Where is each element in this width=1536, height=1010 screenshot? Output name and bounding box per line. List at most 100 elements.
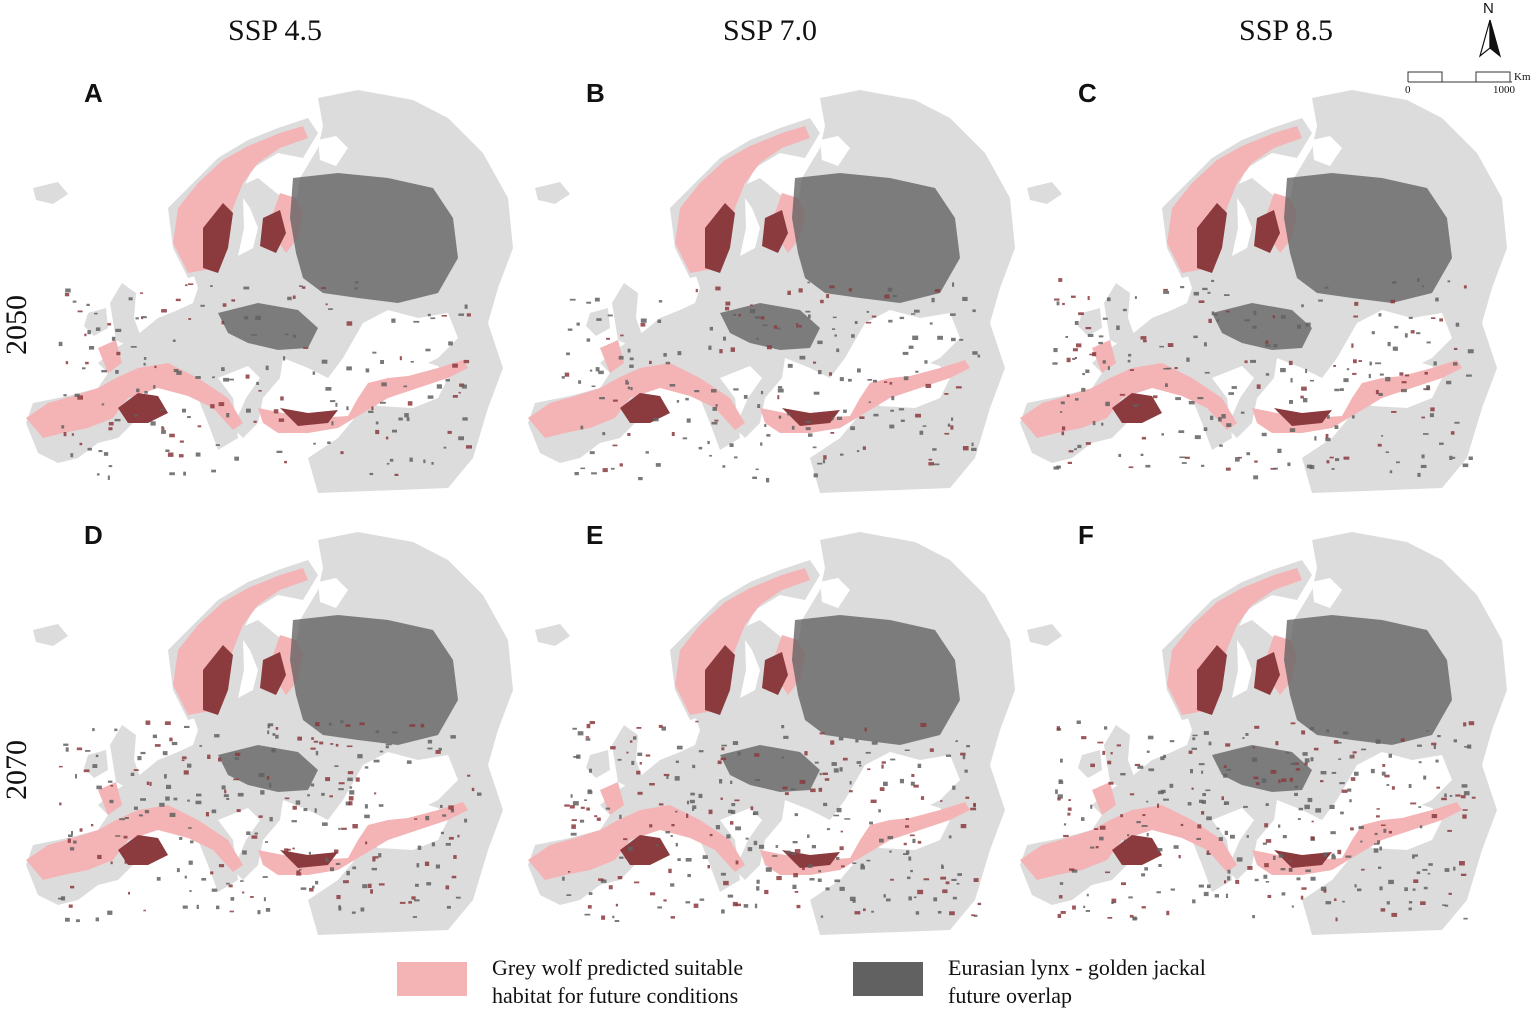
overlap-speckle: [972, 351, 978, 355]
overlap-speckle: [919, 430, 924, 435]
wolf-habitat-region: [760, 360, 970, 433]
wolf-habitat-region: [1020, 805, 1237, 880]
overlap-speckle: [964, 769, 968, 773]
overlap-speckle: [228, 884, 233, 888]
overlap-speckle: [1309, 727, 1315, 731]
overlap-speckle: [753, 811, 759, 816]
overlap-speckle: [273, 409, 279, 414]
overlap-speckle: [1253, 776, 1259, 780]
overlap-speckle: [1139, 858, 1143, 863]
overlap-speckle: [1102, 750, 1106, 755]
overlap-speckle: [255, 315, 261, 320]
overlap-speckle: [952, 282, 955, 287]
overlap-speckle: [236, 809, 241, 813]
overlap-speckle: [1435, 759, 1439, 763]
overlap-speckle: [1204, 342, 1207, 347]
overlap-speckle: [58, 765, 63, 768]
overlap-speckle: [143, 357, 147, 360]
overlap-speckle: [1267, 894, 1272, 898]
overlap-speckle: [394, 473, 399, 476]
overlap-speckle: [663, 899, 667, 902]
overlap-speckle: [1388, 753, 1392, 758]
overlap-speckle: [452, 395, 458, 398]
overlap-speckle: [971, 447, 977, 451]
land-region: [1104, 725, 1136, 788]
overlap-speckle: [670, 916, 675, 919]
overlap-speckle: [103, 452, 109, 456]
overlap-speckle: [1261, 778, 1267, 783]
overlap-speckle: [1288, 868, 1293, 872]
overlap-speckle: [618, 355, 624, 360]
overlap-speckle: [169, 433, 175, 438]
overlap-speckle: [860, 863, 864, 867]
overlap-speckle: [675, 842, 678, 847]
overlap-speckle: [143, 362, 146, 366]
overlap-speckle: [1225, 310, 1230, 313]
overlap-speckle: [451, 875, 457, 879]
overlap-speckle: [375, 429, 380, 435]
overlap-speckle: [1122, 308, 1127, 312]
overlap-speckle: [1264, 863, 1269, 868]
overlap-speckle: [325, 387, 332, 391]
overlap-speckle: [1159, 345, 1164, 348]
overlap-speckle: [1290, 722, 1296, 725]
overlap-speckle: [1354, 884, 1357, 888]
overlap-speckle: [1108, 781, 1114, 785]
overlap-speckle: [787, 290, 791, 295]
overlap-speckle: [823, 455, 827, 460]
overlap-speckle: [1128, 353, 1132, 357]
north-arrow-icon: [1478, 19, 1502, 58]
overlap-speckle: [371, 867, 377, 871]
overlap-speckle: [972, 309, 976, 313]
overlap-speckle: [1056, 301, 1060, 306]
overlap-speckle: [276, 450, 283, 453]
overlap-speckle: [1333, 365, 1336, 367]
overlap-speckle: [445, 379, 450, 382]
overlap-speckle: [414, 818, 418, 820]
overlap-speckle: [221, 785, 226, 790]
overlap-speckle: [1053, 466, 1060, 470]
overlap-speckle: [574, 472, 579, 476]
overlap-speckle: [1192, 899, 1196, 904]
overlap-speckle: [735, 860, 739, 865]
overlap-speckle: [699, 898, 705, 901]
overlap-speckle: [725, 306, 730, 311]
overlap-speckle: [1098, 341, 1103, 345]
overlap-speckle: [851, 334, 855, 338]
overlap-speckle: [75, 774, 77, 779]
lynx-jackal-overlap-region: [720, 745, 820, 792]
overlap-speckle: [1392, 346, 1398, 351]
overlap-speckle: [77, 395, 83, 400]
overlap-speckle: [721, 909, 725, 914]
overlap-speckle: [1119, 393, 1126, 396]
overlap-speckle: [1165, 383, 1168, 387]
overlap-speckle: [708, 345, 712, 350]
overlap-speckle: [798, 325, 802, 328]
wolf-overlap-region: [1197, 203, 1227, 273]
overlap-speckle: [702, 855, 708, 859]
overlap-speckle: [665, 361, 671, 365]
overlap-speckle: [58, 897, 64, 900]
overlap-speckle: [692, 764, 696, 769]
wolf-habitat-region: [1092, 782, 1116, 815]
wolf-habitat-region: [258, 360, 468, 433]
overlap-speckle: [948, 835, 952, 839]
wolf-overlap-region: [762, 210, 788, 253]
overlap-speckle: [1193, 335, 1198, 339]
overlap-speckle: [315, 722, 320, 727]
overlap-speckle: [1191, 747, 1197, 750]
overlap-speckle: [188, 318, 192, 320]
overlap-speckle: [971, 914, 975, 917]
overlap-speckle: [1204, 371, 1210, 374]
overlap-speckle: [1297, 324, 1301, 329]
overlap-speckle: [1203, 731, 1209, 735]
overlap-speckle: [587, 790, 593, 795]
overlap-speckle: [425, 348, 431, 352]
overlap-speckle: [1121, 882, 1126, 886]
overlap-speckle: [1141, 873, 1146, 877]
overlap-speckle: [1273, 467, 1278, 470]
overlap-speckle: [1085, 369, 1090, 373]
overlap-speckle: [899, 316, 905, 320]
overlap-speckle: [1371, 331, 1375, 335]
overlap-speckle: [1211, 279, 1215, 282]
